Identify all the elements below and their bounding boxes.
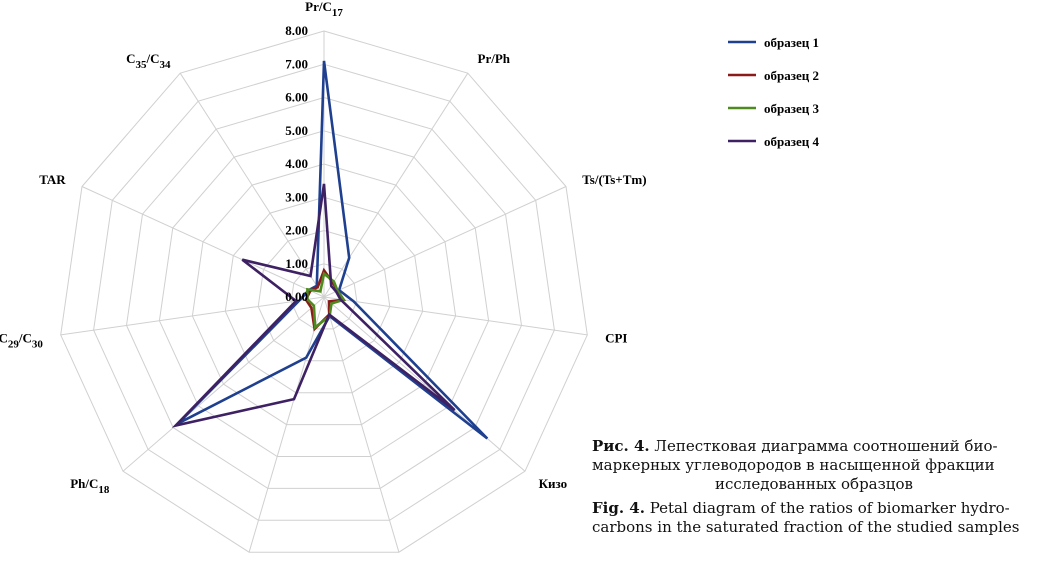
figure-caption: Рис. 4. Лепестковая диаграмма соотношени…	[592, 437, 1052, 537]
radar-spokes	[60, 31, 588, 553]
legend-label-1: образец 1	[764, 35, 819, 50]
grid-ring-3	[224, 196, 424, 394]
spoke-9	[81, 186, 325, 298]
grid-ring-8	[60, 30, 588, 553]
caption-en-line2: carbons in the saturated fraction of the…	[592, 518, 1020, 536]
spoke-6	[248, 296, 325, 553]
tick-label-0: 0.00	[285, 289, 308, 304]
spoke-10	[179, 72, 325, 298]
tick-label-2: 2.00	[285, 223, 308, 238]
spoke-1	[323, 72, 469, 298]
axis-label-5: 31S/(31S+R)	[404, 572, 474, 573]
legend-label-3: образец 3	[764, 101, 819, 116]
axis-label-0: Pr/C17	[305, 0, 343, 19]
spoke-4	[323, 296, 526, 472]
spoke-7	[122, 296, 325, 472]
legend: образец 1 образец 2 образец 3 образец 4	[728, 35, 819, 149]
caption-ru-line3: исследованных образцов	[715, 475, 913, 493]
caption-ru-line2: маркерных углеводородов в насыщенной фра…	[592, 456, 995, 474]
caption-en-prefix: Fig. 4.	[592, 499, 645, 517]
legend-label-4: образец 4	[764, 134, 819, 149]
axis-label-1: Pr/Ph	[478, 51, 511, 66]
axis-label-10: C35/C34	[126, 51, 171, 71]
caption-ru: Рис. 4. Лепестковая диаграмма соотношени…	[592, 437, 1052, 494]
grid-ring-5	[158, 130, 490, 457]
tick-label-7: 7.00	[285, 56, 308, 71]
radar-grid	[60, 30, 588, 553]
axis-label-7: Ph/C18	[70, 476, 110, 496]
series-3-line	[306, 271, 346, 330]
caption-ru-prefix: Рис. 4.	[592, 437, 650, 455]
legend-label-2: образец 2	[764, 68, 819, 83]
spoke-3	[323, 296, 588, 336]
axis-label-3: CPI	[605, 330, 627, 345]
tick-label-6: 6.00	[285, 90, 308, 105]
axis-label-9: TAR	[39, 172, 66, 187]
spoke-2	[323, 186, 567, 298]
axis-label-2: Ts/(Ts+Tm)	[582, 172, 646, 187]
grid-ring-6	[125, 96, 523, 489]
spoke-8	[60, 296, 325, 336]
axis-label-6: Ts/Tm	[208, 572, 244, 573]
tick-label-5: 5.00	[285, 123, 308, 138]
caption-ru-line1: Лепестковая диаграмма соотношений био-	[649, 437, 998, 455]
radar-series	[171, 60, 489, 440]
tick-label-3: 3.00	[285, 189, 308, 204]
grid-ring-4	[191, 163, 457, 426]
axis-label-4: Кизо	[539, 476, 568, 491]
series-1-line	[177, 60, 489, 440]
radial-tick-labels: 0.00 1.00 2.00 3.00 4.00 5.00 6.00 7.00 8.00	[285, 23, 308, 304]
axis-label-8: C29/C30	[0, 330, 43, 350]
axis-labels: Pr/C17 Pr/Ph Ts/(Ts+Tm) CPI Кизо 31S/(31S+R) T…	[0, 0, 647, 573]
grid-ring-7	[93, 63, 555, 521]
tick-label-8: 8.00	[285, 23, 308, 38]
caption-en: Fig. 4. Petal diagram of the ratios of b…	[592, 499, 1052, 537]
caption-en-line1: Petal diagram of the ratios of biomarker…	[644, 499, 1010, 517]
spoke-5	[323, 296, 400, 553]
tick-label-1: 1.00	[285, 256, 308, 271]
series-4-line	[171, 183, 456, 428]
tick-label-4: 4.00	[285, 156, 308, 171]
